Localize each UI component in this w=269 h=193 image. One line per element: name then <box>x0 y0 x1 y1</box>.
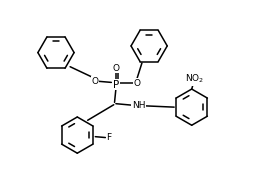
Text: NO$_2$: NO$_2$ <box>185 73 204 85</box>
Text: P: P <box>113 80 119 90</box>
Text: O: O <box>92 77 99 86</box>
Text: NH: NH <box>132 101 145 110</box>
Text: F: F <box>106 133 111 142</box>
Text: O: O <box>133 79 140 88</box>
Text: O: O <box>112 63 119 73</box>
